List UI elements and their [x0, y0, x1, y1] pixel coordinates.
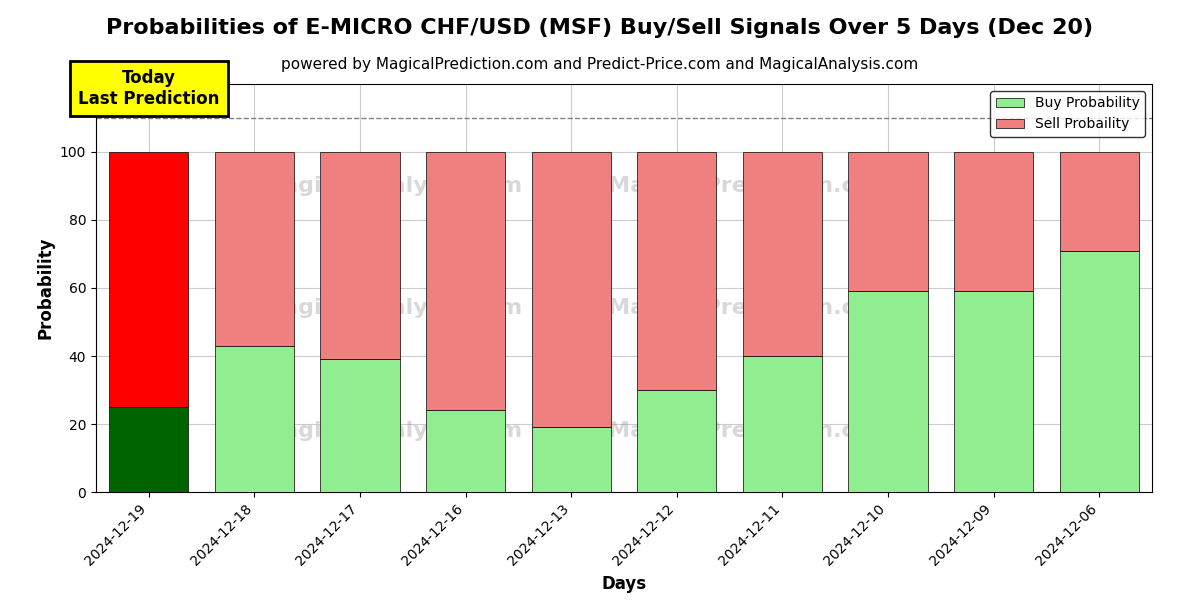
Text: Probabilities of E-MICRO CHF/USD (MSF) Buy/Sell Signals Over 5 Days (Dec 20): Probabilities of E-MICRO CHF/USD (MSF) B…: [107, 18, 1093, 38]
Text: MagicalAnalysis.com: MagicalAnalysis.com: [262, 176, 522, 196]
Bar: [532, 427, 611, 492]
Y-axis label: Probability: Probability: [36, 237, 54, 339]
Bar: [215, 346, 294, 492]
X-axis label: Days: Days: [601, 575, 647, 593]
Bar: [1060, 152, 1139, 251]
Legend: Buy Probability, Sell Probaility: Buy Probability, Sell Probaility: [990, 91, 1145, 137]
Bar: [109, 407, 188, 492]
Bar: [320, 152, 400, 359]
Bar: [954, 152, 1033, 292]
Text: MagicalPrediction.com: MagicalPrediction.com: [608, 176, 894, 196]
Bar: [848, 152, 928, 292]
Text: MagicalAnalysis.com: MagicalAnalysis.com: [262, 421, 522, 441]
Bar: [1060, 251, 1139, 492]
Bar: [637, 390, 716, 492]
Text: MagicalPrediction.com: MagicalPrediction.com: [608, 421, 894, 441]
Bar: [215, 152, 294, 346]
Bar: [743, 152, 822, 356]
Text: MagicalPrediction.com: MagicalPrediction.com: [608, 298, 894, 319]
Bar: [109, 152, 188, 407]
Text: powered by MagicalPrediction.com and Predict-Price.com and MagicalAnalysis.com: powered by MagicalPrediction.com and Pre…: [281, 57, 919, 72]
Bar: [532, 152, 611, 427]
Bar: [954, 292, 1033, 492]
Bar: [637, 152, 716, 390]
Bar: [426, 410, 505, 492]
Bar: [426, 152, 505, 410]
Bar: [743, 356, 822, 492]
Bar: [848, 292, 928, 492]
Text: Today
Last Prediction: Today Last Prediction: [78, 69, 220, 108]
Bar: [320, 359, 400, 492]
Text: MagicalAnalysis.com: MagicalAnalysis.com: [262, 298, 522, 319]
